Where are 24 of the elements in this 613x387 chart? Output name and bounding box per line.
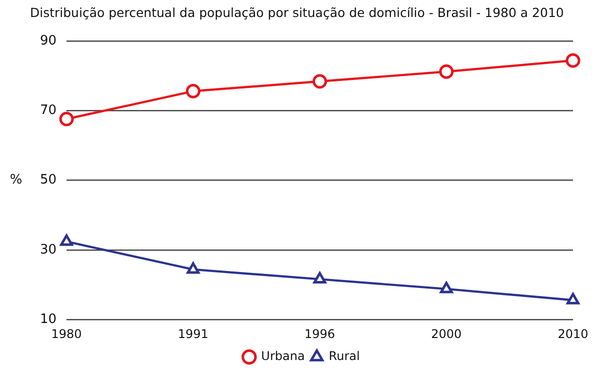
x-tick-label: 1996: [304, 326, 336, 341]
point: [440, 282, 453, 294]
point: [312, 74, 328, 89]
point: [186, 84, 200, 98]
legend-label: Rural: [328, 349, 360, 364]
point: [313, 272, 326, 284]
point: [439, 64, 454, 79]
y-tick-label: 90: [40, 33, 57, 48]
y-tick-label: 70: [40, 103, 57, 118]
x-tick-label: 1980: [51, 326, 82, 341]
y-tick-label: 30: [40, 242, 57, 258]
point: [60, 234, 73, 246]
y-axis-title: %: [10, 172, 22, 188]
point: [59, 112, 74, 126]
y-tick-label: 50: [40, 172, 57, 188]
legend-label: Urbana: [261, 349, 305, 364]
y-tick-label: 10: [40, 312, 57, 327]
point: [566, 292, 580, 304]
chart-title: Distribuição percentual da população por situação de domicílio - Brasil - 1980 a 2010: [30, 4, 564, 20]
x-tick-label: 2010: [558, 326, 588, 341]
x-tick-label: 1991: [178, 326, 208, 341]
x-tick-label: 2000: [431, 326, 462, 341]
point: [566, 53, 580, 68]
point: [186, 262, 200, 274]
